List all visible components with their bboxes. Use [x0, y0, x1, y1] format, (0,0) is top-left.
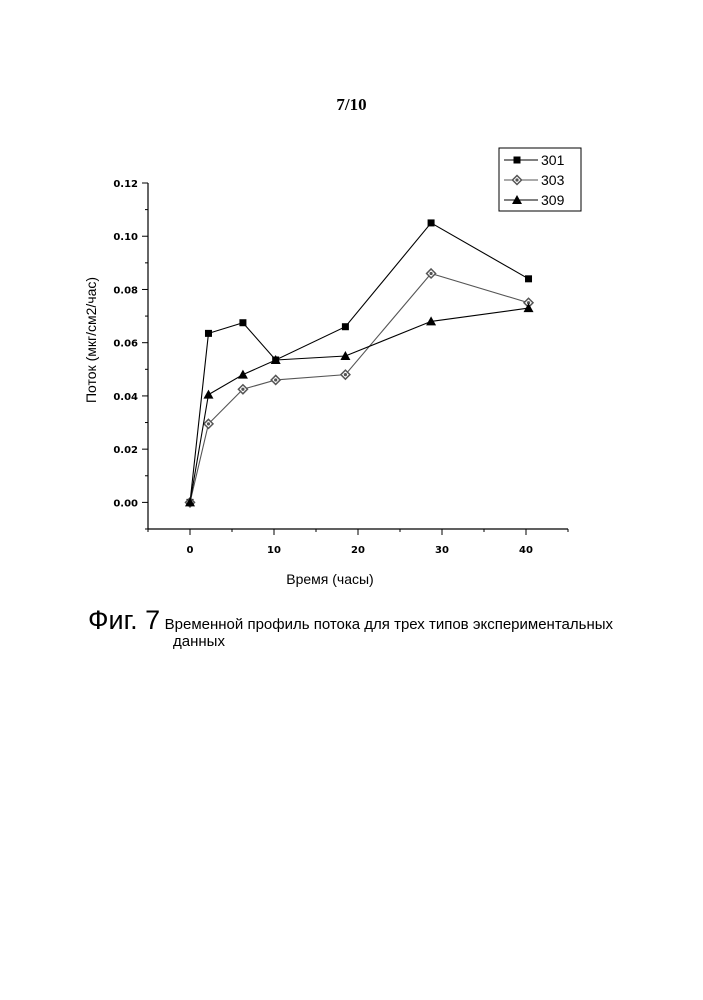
y-axis-title: Поток (мкг/см2/час) — [83, 277, 99, 403]
y-tick-label: 0.10 — [113, 232, 138, 243]
x-tick-label: 20 — [351, 545, 365, 556]
legend-label-303: 303 — [541, 172, 565, 188]
legend-marker-301 — [514, 157, 521, 164]
x-tick-label: 30 — [435, 545, 449, 556]
flux-line-chart: 0.00 0.02 0.04 0.06 0.08 0.10 0.12 0 10 20 30 40 Вре… — [0, 0, 703, 600]
data-point-303-center — [241, 388, 244, 391]
figure-caption: Фиг. 7 Временной профиль потока для трех… — [88, 605, 688, 650]
y-tick-label: 0.00 — [113, 498, 138, 509]
legend-marker-303-center — [515, 178, 518, 181]
data-point-301 — [342, 323, 349, 330]
data-point-301 — [525, 275, 532, 282]
data-point-301 — [239, 319, 246, 326]
series-303 — [186, 269, 534, 507]
data-point-309 — [238, 370, 248, 379]
data-point-309 — [203, 390, 213, 399]
y-tick-label: 0.12 — [113, 179, 138, 190]
data-point-301 — [205, 330, 212, 337]
x-tick-label: 0 — [187, 545, 194, 556]
y-tick-label: 0.08 — [113, 285, 138, 296]
data-point-303-center — [429, 272, 432, 275]
figure-label: Фиг. 7 — [88, 605, 160, 635]
axes: 0.00 0.02 0.04 0.06 0.08 0.10 0.12 0 10 20 30 40 Вре… — [83, 179, 568, 587]
series-line-309 — [190, 308, 529, 502]
data-point-303-center — [274, 378, 277, 381]
x-tick-label: 40 — [519, 545, 533, 556]
legend-label-301: 301 — [541, 152, 565, 168]
series-301 — [187, 219, 533, 505]
data-point-303-center — [207, 422, 210, 425]
series-layer — [185, 219, 534, 506]
y-tick-label: 0.04 — [113, 392, 138, 403]
x-tick-label: 10 — [267, 545, 281, 556]
y-tick-label: 0.02 — [113, 445, 138, 456]
caption-text-line1: Временной профиль потока для трех типов … — [165, 616, 613, 633]
series-309 — [185, 303, 534, 506]
data-point-301 — [428, 219, 435, 226]
x-axis-title: Время (часы) — [286, 571, 373, 587]
data-point-309 — [340, 351, 350, 360]
caption-text-line2: данных — [173, 633, 688, 650]
legend: 301 303 309 — [499, 148, 581, 211]
legend-label-309: 309 — [541, 192, 565, 208]
data-point-303-center — [344, 373, 347, 376]
y-tick-label: 0.06 — [113, 339, 138, 350]
series-line-301 — [190, 223, 529, 502]
